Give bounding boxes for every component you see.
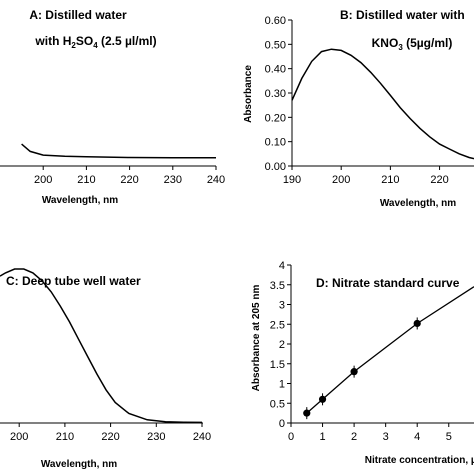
panel-a-title-line1: A: Distilled water [29, 8, 127, 22]
panel-d-x-ticks: 0 1 2 3 4 5 [288, 423, 452, 443]
panel-b-y-tick-label: 0.50 [265, 39, 286, 51]
panel-d-y-tick-label: 0 [279, 418, 285, 430]
panel-3-x-tick-label: 5 [446, 431, 452, 443]
panel-0-x-tick-label: 220 [120, 174, 138, 186]
panel-0-x-tick-label: 210 [77, 174, 95, 186]
panel-b-y-tick-label: 0.60 [265, 15, 286, 27]
panel-d-y-tick-label: 1.5 [270, 359, 285, 371]
panel-d-y-tick-label: 0.5 [270, 398, 285, 410]
panel-d-y-ticks: 0 0.5 1 1.5 2 2.5 3 3.5 4 [270, 260, 291, 430]
panel-b-title-part1: KNO [372, 36, 399, 50]
panel-b-title-sub1: 3 [398, 43, 403, 52]
panel-1-x-tick-label: 200 [332, 174, 350, 186]
panel-d: D: Nitrate standard curve 0 0.5 1 1.5 2 2.5 3 3… [251, 260, 474, 466]
panel-d-y-tick-label: 3.5 [270, 280, 285, 292]
panel-d-x-label: Nitrate concentration, µg/ml [365, 455, 474, 466]
panel-d-y-label: Absorbance at 205 nm [251, 285, 262, 392]
panel-a-x-label: Wavelength, nm [42, 195, 118, 206]
panel-b-x-label: Wavelength, nm [380, 198, 456, 209]
panel-2-x-tick-label: 230 [147, 431, 165, 443]
panel-b-series-line [291, 48, 474, 160]
panel-c-series-line [0, 268, 203, 424]
panel-d-data-point [350, 368, 358, 376]
panel-c-title: C: Deep tube well water [6, 274, 141, 288]
panel-b-y-tick-label: 0.30 [265, 88, 286, 100]
panel-b-y-tick-label: 0.40 [265, 64, 286, 76]
panel-a-title-part2: SO [76, 34, 93, 48]
panel-b: B: Distilled water with KNO3 (5µg/ml) 0.… [243, 8, 474, 209]
panel-2-x-tick-label: 200 [10, 431, 28, 443]
panel-d-data-points [303, 317, 421, 420]
panel-3-x-tick-label: 1 [319, 431, 325, 443]
panel-1-x-tick-label: 190 [283, 174, 301, 186]
panel-d-y-tick-label: 2.5 [270, 319, 285, 331]
panel-a-title-part1: with H [34, 34, 71, 48]
panel-b-title-line2: KNO3 (5µg/ml) [372, 36, 453, 52]
panel-a-title-sub1: 2 [71, 41, 76, 50]
panel-3-x-tick-label: 0 [288, 431, 294, 443]
panel-3-x-tick-label: 4 [414, 431, 420, 443]
panel-a-title-line2: with H2SO4 (2.5 µl/ml) [34, 34, 156, 50]
panel-a-title-sub2: 4 [93, 41, 98, 50]
panel-a: A: Distilled water with H2SO4 (2.5 µl/ml… [0, 8, 225, 206]
panel-b-y-label: Absorbance [243, 65, 254, 123]
panel-0-x-tick-label: 200 [34, 174, 52, 186]
panel-b-y-tick-label: 0.20 [265, 112, 286, 124]
panel-b-title-line1: B: Distilled water with [340, 8, 465, 22]
panel-2-x-tick-label: 240 [193, 431, 211, 443]
panel-c-x-label: Wavelength, nm [41, 459, 117, 470]
panel-d-y-tick-label: 2 [279, 339, 285, 351]
panel-1-x-tick-label: 210 [381, 174, 399, 186]
panel-a-x-ticks: 200 210 220 230 240 [34, 166, 225, 186]
panel-d-data-point [303, 409, 311, 417]
panel-b-x-ticks: 190 200 210 220 [283, 166, 449, 186]
panel-a-title-part3: (2.5 µl/ml) [98, 34, 157, 48]
panel-2-x-tick-label: 220 [101, 431, 119, 443]
panel-0-x-tick-label: 240 [207, 174, 225, 186]
panel-d-title: D: Nitrate standard curve [316, 276, 460, 290]
panel-d-data-point [318, 395, 327, 403]
panel-3-x-tick-label: 2 [351, 431, 357, 443]
panel-0-x-tick-label: 230 [164, 174, 182, 186]
panel-b-y-tick-label: 0.00 [265, 161, 286, 173]
panel-d-y-tick-label: 3 [279, 300, 285, 312]
panel-b-title-part2: (5µg/ml) [403, 36, 453, 50]
panel-c-x-ticks: 200 210 220 230 240 [10, 423, 211, 443]
panel-c: C: Deep tube well water 200 210 220 230 240 … [0, 268, 211, 470]
panel-d-fit-line [306, 286, 474, 414]
panel-b-y-ticks: 0.00 0.10 0.20 0.30 0.40 0.50 0.60 [265, 15, 292, 173]
panel-d-data-point [413, 319, 421, 328]
panel-d-y-tick-label: 1 [279, 379, 285, 391]
panel-d-y-tick-label: 4 [279, 260, 285, 272]
panel-1-x-tick-label: 220 [430, 174, 448, 186]
panel-a-series-line [21, 143, 216, 159]
panel-2-x-tick-label: 210 [56, 431, 74, 443]
panel-b-y-tick-label: 0.10 [265, 137, 286, 149]
panel-3-x-tick-label: 3 [383, 431, 389, 443]
